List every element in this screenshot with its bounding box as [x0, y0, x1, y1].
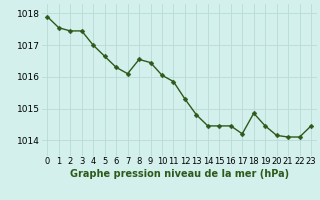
- X-axis label: Graphe pression niveau de la mer (hPa): Graphe pression niveau de la mer (hPa): [70, 169, 289, 179]
